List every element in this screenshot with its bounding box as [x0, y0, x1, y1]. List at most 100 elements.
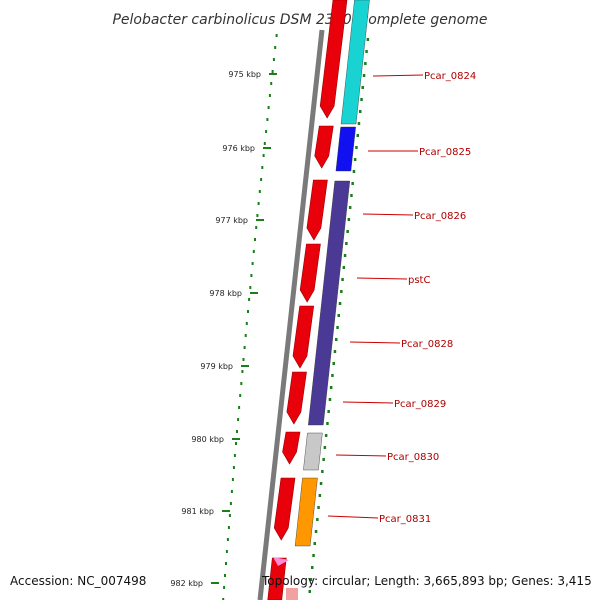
forward-cds-arrow [306, 179, 328, 241]
gene-block [340, 0, 370, 125]
forward-track [267, 0, 348, 600]
outer-dot [316, 518, 319, 521]
outer-dot [319, 482, 323, 485]
ruler-dot [272, 58, 275, 61]
outer-dot [324, 434, 328, 437]
outer-dot [365, 50, 368, 53]
ruler-dot [231, 478, 234, 481]
forward-cds-arrow [299, 243, 321, 303]
ruler-dot [245, 322, 248, 325]
length-value: 3,665,893 bp; [423, 574, 508, 588]
outer-dot [359, 110, 362, 113]
outer-dot [340, 290, 343, 293]
gene-block [294, 477, 318, 547]
ruler-dot [226, 538, 229, 541]
tick-label: 978 kbp [209, 289, 242, 298]
gene-label-leader [342, 401, 394, 404]
outer-dot [350, 194, 353, 197]
outer-dot [356, 134, 359, 137]
outer-dot [327, 410, 330, 413]
outer-dot [323, 446, 327, 449]
gene-label: Pcar_0828 [401, 339, 453, 350]
ruler-dot [225, 550, 228, 553]
gene-label: Pcar_0824 [424, 71, 476, 82]
accession-info: Accession: NC_007498 [10, 574, 146, 588]
tick-label: 981 kbp [181, 507, 214, 516]
gene-track [294, 0, 370, 547]
ruler-dot [241, 370, 244, 373]
ruler-dot [238, 406, 241, 409]
ruler-dot [240, 382, 243, 385]
outer-dot [355, 146, 358, 149]
ruler-dot [268, 94, 271, 97]
forward-cds-arrow [286, 371, 307, 425]
outer-dot [317, 506, 320, 509]
outer-dot [328, 398, 332, 401]
outer-dot [326, 422, 329, 425]
outer-dot [352, 170, 356, 173]
ruler-dot [260, 178, 263, 181]
outer-dot [311, 566, 314, 569]
ruler-dot [248, 298, 251, 301]
gene-label-leader [327, 515, 379, 519]
outer-dot [357, 122, 361, 125]
forward-cds-arrow [292, 305, 315, 369]
ruler-dot [223, 586, 226, 589]
outer-dot [331, 374, 334, 377]
gene-block [303, 432, 323, 471]
forward-cds-arrow [282, 431, 301, 465]
ruler-dot [227, 526, 230, 529]
outer-dot [346, 230, 349, 233]
ruler-dot [230, 490, 233, 493]
ruler-dot [222, 598, 225, 600]
ruler-dot [255, 226, 258, 229]
gene-block [308, 180, 351, 426]
outer-dot [366, 38, 370, 41]
tick-label: 979 kbp [200, 362, 233, 371]
gene-label: Pcar_0826 [414, 211, 466, 222]
ruler-dot [266, 118, 269, 121]
outer-dot [333, 350, 337, 353]
ruler-dot [261, 166, 264, 169]
forward-cds-arrow [319, 0, 348, 119]
outer-dot [338, 302, 342, 305]
gene-block [335, 126, 356, 172]
outer-dot [342, 266, 346, 269]
ruler-dot [262, 154, 265, 157]
tick-label: 980 kbp [191, 435, 224, 444]
gene-label-leader [349, 341, 401, 344]
tick-label: 982 kbp [170, 579, 203, 588]
outer-dot [313, 542, 316, 545]
outer-dot [335, 338, 338, 341]
ruler-dot [237, 418, 240, 421]
outer-dot [336, 326, 339, 329]
ruler-dot [263, 142, 266, 145]
ruler-dot [271, 70, 274, 73]
gene-label: Pcar_0825 [419, 147, 471, 158]
gene-label-leader [356, 277, 408, 280]
ruler-dot [250, 274, 253, 277]
ruler-dot [233, 454, 236, 457]
ruler-dot [243, 346, 246, 349]
forward-cds-arrow [314, 125, 334, 169]
forward-cds-arrow [273, 477, 296, 541]
tick-label: 976 kbp [222, 144, 255, 153]
gene-label-leader [372, 74, 424, 77]
ruler-dot [265, 130, 268, 133]
forward-cds-arrow [267, 557, 287, 600]
ruler-dot [235, 442, 237, 445]
genome-backbone [257, 29, 325, 600]
accession-label: Accession: [10, 574, 74, 588]
ruler-dot [229, 502, 232, 505]
gene-label: pstC [408, 275, 430, 286]
ruler-dot [258, 190, 261, 193]
ruler-dot [244, 334, 247, 337]
tick-label: 975 kbp [228, 70, 261, 79]
ruler-dot [275, 34, 278, 37]
arc-dots [222, 34, 370, 600]
outer-dot [343, 254, 347, 257]
rna-feature [273, 557, 289, 566]
ruler-dot [247, 310, 249, 313]
genes-label: Genes: [511, 574, 554, 588]
